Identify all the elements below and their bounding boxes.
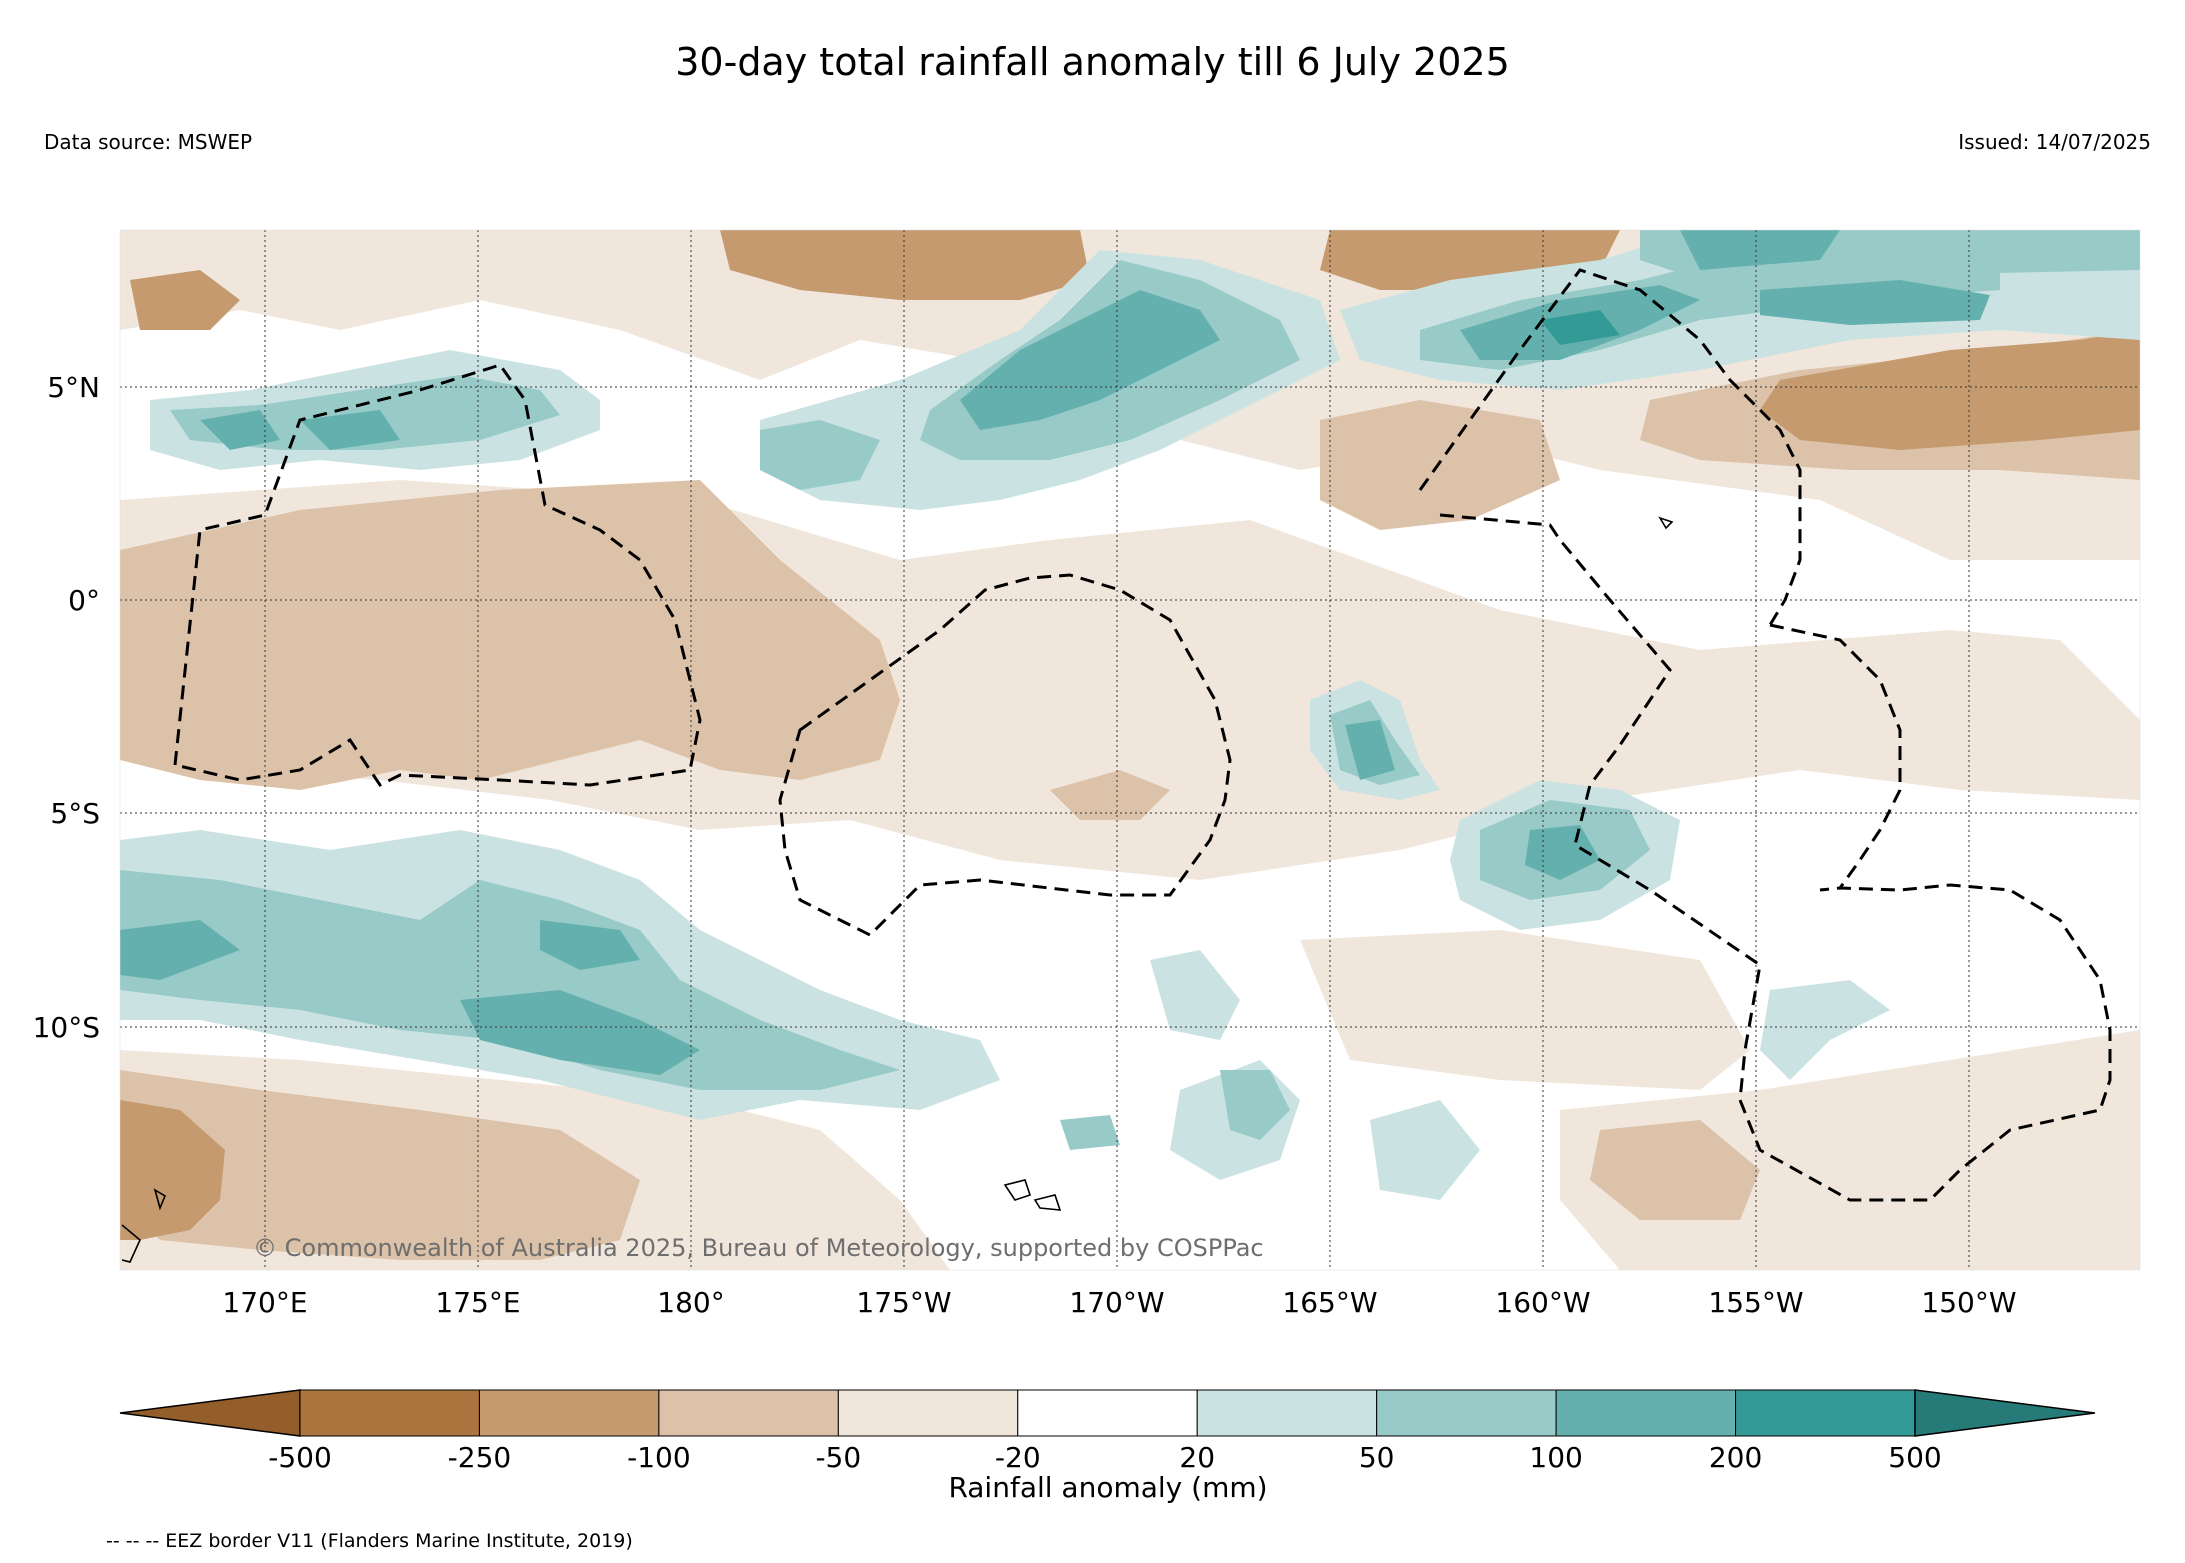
- lat-label: 5°N: [47, 371, 100, 404]
- map-frame: [119, 229, 2141, 1271]
- wet-strong-central: [1345, 720, 1395, 780]
- dry-light-se: [1300, 930, 1750, 1090]
- eez-kiribati-line-north: [1418, 268, 1802, 626]
- colorbar-tick-label: -250: [448, 1441, 512, 1474]
- wet-strong-nw2: [300, 410, 400, 450]
- lon-label: 175°E: [435, 1286, 520, 1319]
- lon-label: 150°W: [1921, 1286, 2016, 1319]
- colorbar-tick-label: 500: [1888, 1441, 1941, 1474]
- eez-tokelau: [778, 573, 1232, 937]
- colorbar-tick-label: -50: [815, 1441, 861, 1474]
- eez-kiribati-gilbert: [173, 363, 702, 787]
- colorbar: [119, 1389, 2096, 1437]
- colorbar-segment: [837, 1389, 1019, 1437]
- lon-label: 165°W: [1282, 1286, 1377, 1319]
- colorbar-segment: [1735, 1389, 1916, 1437]
- colorbar-label: Rainfall anomaly (mm): [948, 1471, 1267, 1504]
- dry-moderate-patch: [1050, 770, 1170, 820]
- wet-strong-nw: [200, 410, 280, 450]
- lat-label: 0°: [68, 584, 100, 617]
- wet-strong-north-ne2: [1760, 280, 1990, 325]
- issued-date-label: Issued: 14/07/2025: [1958, 130, 2151, 154]
- wet-strong-south: [120, 920, 700, 1075]
- lon-label: 155°W: [1708, 1286, 1803, 1319]
- wet-strong-north-ne3: [1680, 230, 1840, 270]
- anomaly-field: [120, 230, 2140, 1270]
- lon-label: 170°W: [1069, 1286, 1164, 1319]
- dry-strong-ne: [1760, 330, 2140, 450]
- colorbar-tick-label: 200: [1709, 1441, 1762, 1474]
- map-title: 30-day total rainfall anomaly till 6 Jul…: [675, 40, 1510, 84]
- data-source-label: Data source: MSWEP: [44, 130, 253, 154]
- wet-light-south-4: [1370, 1100, 1480, 1200]
- dry-moderate-west: [120, 480, 900, 790]
- colorbar-tick-label: 20: [1179, 1441, 1215, 1474]
- colorbar-extend-low: [119, 1389, 301, 1437]
- colorbar-segment: [658, 1389, 839, 1437]
- dry-strong-nw: [130, 270, 240, 330]
- gridlines: [120, 230, 2140, 1270]
- dry-strong-sw: [120, 1100, 225, 1240]
- dry-moderate-sw: [120, 1070, 640, 1260]
- lon-label: 180°: [657, 1286, 724, 1319]
- eez-legend-note: -- -- -- EEZ border V11 (Flanders Marine…: [106, 1530, 633, 1552]
- colorbar-segment: [1017, 1389, 1198, 1437]
- lon-label: 175°W: [856, 1286, 951, 1319]
- eez-kiribati-line-south: [1769, 623, 1902, 889]
- wet-light-south-2: [1150, 950, 1240, 1040]
- wet-moderate-south-3: [1220, 1070, 1290, 1140]
- eez-kiribati-line-mid: [1439, 513, 2112, 1202]
- colorbar-tick-label: -100: [627, 1441, 691, 1474]
- dry-strong-north1: [720, 230, 1090, 300]
- wet-extreme-ne: [1540, 310, 1620, 345]
- lon-label: 160°W: [1495, 1286, 1590, 1319]
- wet-strong-central-s: [1525, 825, 1600, 880]
- colorbar-segment: [299, 1389, 480, 1437]
- eez-borders: [173, 268, 2112, 1202]
- colorbar-tick-label: 50: [1359, 1441, 1395, 1474]
- lat-label: 5°S: [50, 797, 100, 830]
- colorbar-extend-high: [1914, 1389, 2096, 1437]
- lat-label: 10°S: [33, 1011, 100, 1044]
- colorbar-tick-label: -20: [995, 1441, 1041, 1474]
- islands: [121, 516, 1674, 1263]
- colorbar-ticks: -500 -250 -100 -50 -20 20 50 100 200 500: [268, 1441, 1942, 1474]
- dry-moderate-central: [1320, 400, 1560, 530]
- copyright-text: © Commonwealth of Australia 2025, Bureau…: [253, 1234, 1264, 1262]
- axis-labels: 170°E 175°E 180° 175°W 170°W 165°W 160°W…: [33, 371, 2017, 1319]
- colorbar-tick-label: -500: [268, 1441, 332, 1474]
- colorbar-segment: [478, 1389, 660, 1437]
- dry-moderate-s: [1590, 1120, 1760, 1220]
- colorbar-segment: [1376, 1389, 1557, 1437]
- wet-strong-north-center: [960, 290, 1220, 430]
- wet-moderate-nc2: [760, 420, 880, 490]
- colorbar-tick-label: 100: [1529, 1441, 1582, 1474]
- wet-moderate-south: [120, 870, 900, 1090]
- colorbar-segment: [1555, 1389, 1737, 1437]
- wet-moderate-south-6: [1060, 1115, 1120, 1150]
- wet-light-south-5: [1760, 980, 1890, 1080]
- colorbar-segment: [1196, 1389, 1378, 1437]
- lon-label: 170°E: [222, 1286, 307, 1319]
